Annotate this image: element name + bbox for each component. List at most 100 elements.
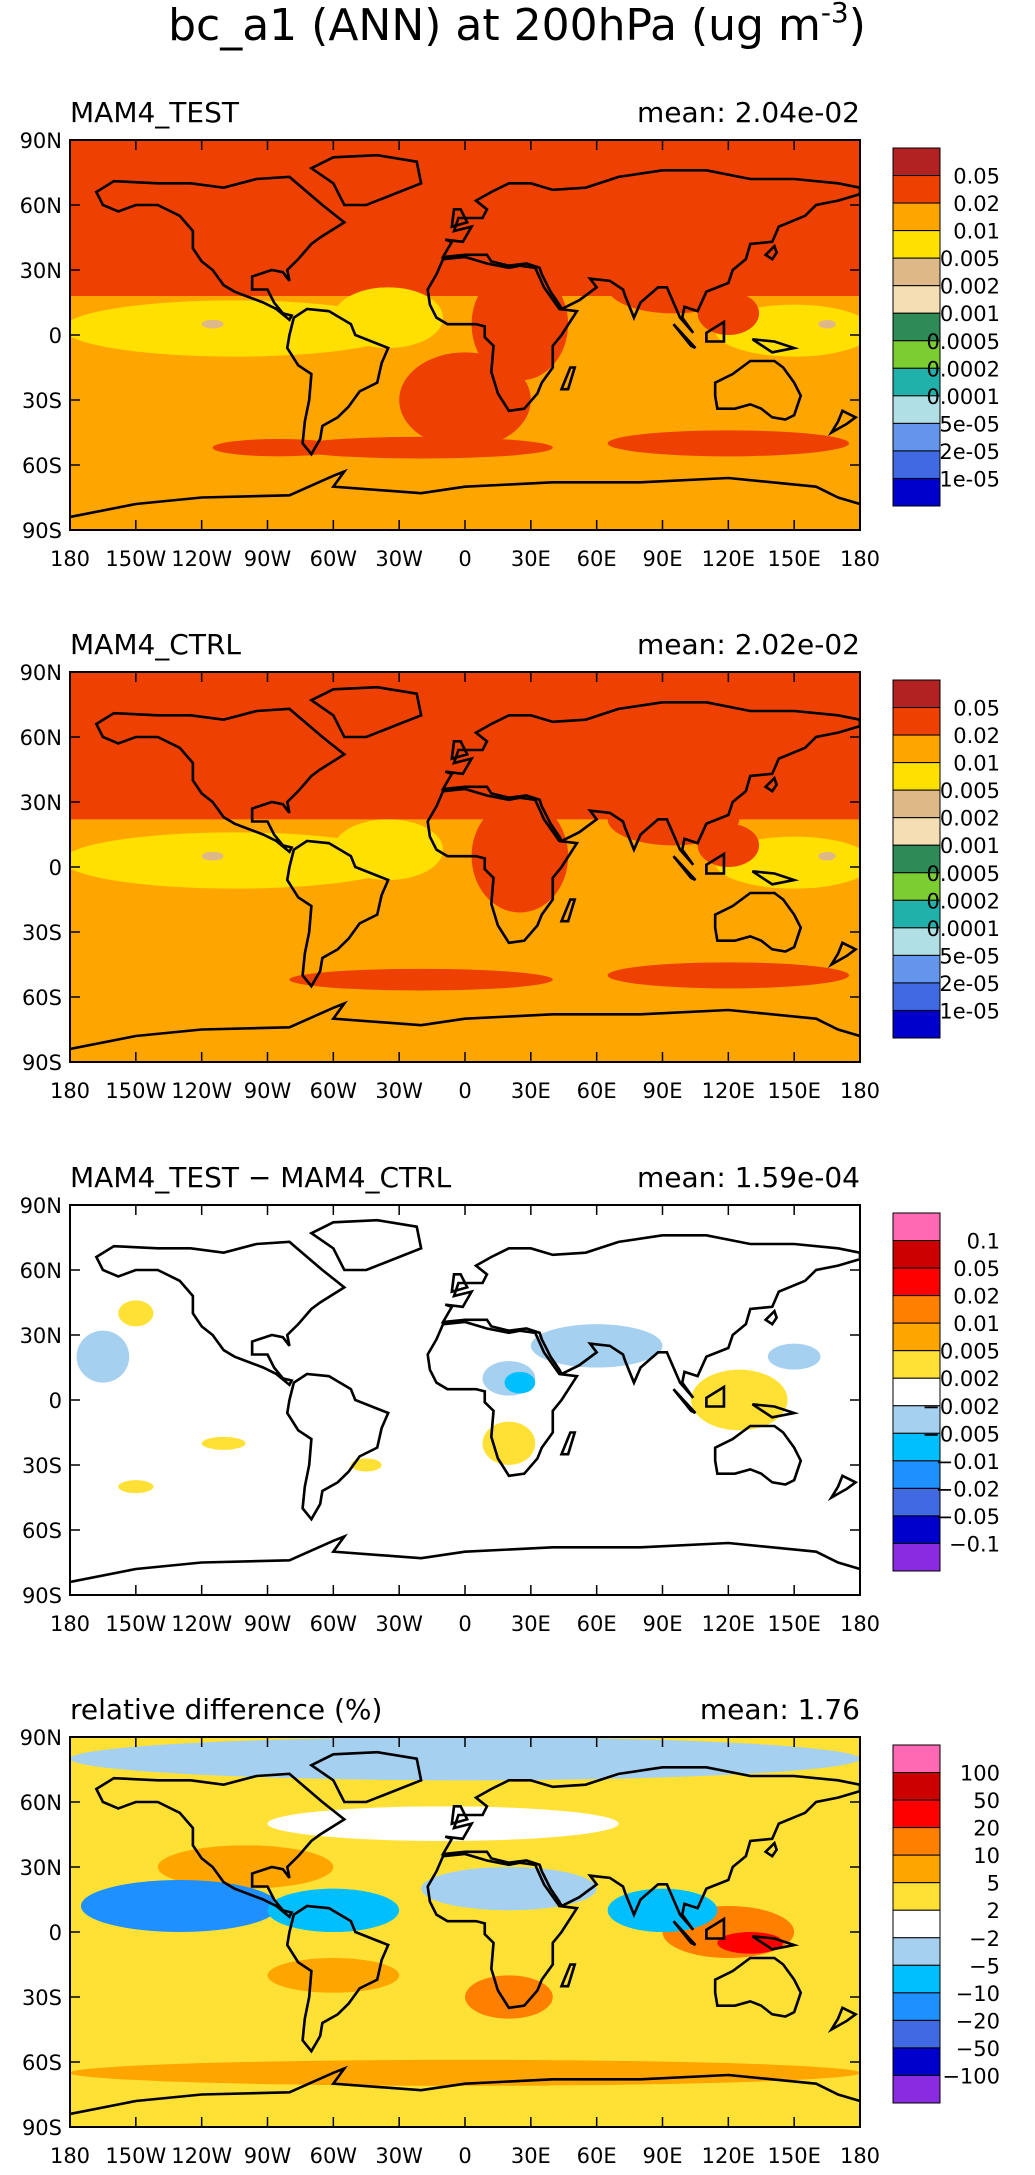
colorbar: 100 50 20 10 5 2 −2 −5 −10 −20 −50 −100 (892, 1744, 1000, 2104)
contour-region (471, 799, 569, 913)
colorbar-tick-label: −20 (956, 2009, 1000, 2033)
colorbar-swatch (892, 1515, 941, 1544)
contour-region (201, 319, 224, 329)
colorbar-tick-label: 5 (987, 1872, 1000, 1896)
lon-tick-label: 90E (643, 547, 683, 571)
colorbar-swatch (892, 1267, 941, 1297)
colorbar-tick-label: 2e-05 (939, 440, 1000, 464)
colorbar-tick-label: 20 (973, 1817, 1000, 1841)
lon-tick-label: 120E (702, 2144, 755, 2168)
field-band-north (70, 672, 860, 820)
lon-tick-label: 150W (105, 1079, 166, 1103)
contour-region (118, 1480, 154, 1494)
lat-tick-label: 30S (22, 921, 62, 945)
panel-ctrl: MAM4_CTRL mean: 2.02e-02 90N 60N 30N 0 30S 60S 9… (20, 628, 1000, 1103)
lat-tick-label: 90S (22, 519, 62, 543)
lon-tick-label: 150E (767, 547, 820, 571)
panel-label: MAM4_TEST − MAM4_CTRL (70, 1161, 452, 1194)
colorbar-tick-label: 0.0002 (927, 357, 1000, 381)
colorbar-tick-label: 2e-05 (939, 972, 1000, 996)
colorbar-tick-label: 0.001 (940, 834, 1000, 858)
colorbar-swatch (892, 1405, 941, 1434)
title-close: ) (849, 0, 866, 51)
lat-tick-label: 0 (49, 856, 62, 880)
lat-tick-label: 30S (22, 1986, 62, 2010)
colorbar-swatch (892, 927, 941, 956)
lat-tick-label: 60S (22, 454, 62, 478)
colorbar-tick-label: 0.0001 (927, 917, 1000, 941)
contour-region (289, 968, 553, 991)
colorbar-tick-label: 10 (973, 1844, 1000, 1868)
colorbar-tick-label: 0.1 (967, 1230, 1000, 1254)
lon-tick-label: 0 (458, 1079, 471, 1103)
colorbar-tick-label: 0.002 (940, 275, 1000, 299)
colorbar-swatch (892, 395, 941, 424)
lon-tick-label: 120W (171, 1612, 232, 1636)
lon-tick-label: 150W (105, 2144, 166, 2168)
contour-region (350, 1458, 382, 1472)
lon-tick-label: 120W (171, 2144, 232, 2168)
panel-mean: mean: 2.02e-02 (637, 628, 860, 661)
lon-tick-label: 30E (511, 1079, 551, 1103)
contour-region (691, 1369, 788, 1431)
contour-region (333, 819, 444, 881)
colorbar-tick-label: 2 (987, 1899, 1000, 1923)
colorbar-swatch (892, 734, 941, 764)
colorbar-tick-label: −0.1 (949, 1532, 1000, 1556)
colorbar-swatch (892, 2047, 941, 2076)
colorbar-tick-label: 0.01 (953, 1312, 1000, 1336)
colorbar-swatch (892, 1882, 941, 1911)
colorbar-swatch (892, 1295, 941, 1324)
lon-tick-label: 180 (50, 1079, 90, 1103)
colorbar-swatch (892, 1854, 941, 1884)
lat-tick-label: 0 (49, 1921, 62, 1945)
colorbar-swatch (892, 762, 941, 791)
colorbar-swatch (892, 954, 941, 984)
colorbar-swatch (892, 1487, 941, 1517)
panel-diff: MAM4_TEST − MAM4_CTRL mean: 1.59e-04 90N 60… (20, 1161, 1000, 1636)
contour-region (504, 1371, 536, 1394)
contour-region (70, 300, 406, 357)
contour-region (767, 1343, 821, 1370)
lon-tick-label: 0 (458, 547, 471, 571)
colorbar-swatch (892, 202, 941, 232)
lon-tick-label: 180 (840, 2144, 880, 2168)
lat-tick-label: 30N (20, 1856, 62, 1880)
colorbar-tick-label: 0.02 (953, 192, 1000, 216)
lat-tick-label: 60N (20, 726, 62, 750)
colorbar-swatch (892, 2019, 941, 2049)
colorbar-swatch (892, 285, 941, 314)
colorbar-tick-label: 0.005 (940, 1340, 1000, 1364)
title-main: bc_a1 (ANN) at 200hPa (ug m (168, 0, 821, 51)
colorbar-tick-label: 50 (973, 1789, 1000, 1813)
contour-region (201, 851, 224, 861)
lon-tick-label: 30W (375, 1079, 423, 1103)
map-field (70, 672, 860, 1062)
colorbar-tick-label: 1e-05 (939, 467, 1000, 491)
lon-tick-label: 90W (244, 1612, 292, 1636)
colorbar-tick-label: 0.002 (940, 807, 1000, 831)
lon-tick-label: 90W (244, 2144, 292, 2168)
colorbar-swatch (892, 1772, 941, 1801)
lon-tick-label: 60E (577, 1612, 617, 1636)
lat-tick-label: 60N (20, 1259, 62, 1283)
lon-tick-label: 120E (702, 547, 755, 571)
lon-tick-label: 30W (375, 547, 423, 571)
title-text: bc_a1 (ANN) at 200hPa (ug m-3) (168, 0, 866, 51)
contour-region (118, 1300, 154, 1327)
colorbar-tick-label: −2 (969, 1927, 1000, 1951)
colorbar-swatch (892, 982, 941, 1011)
colorbar-swatch (892, 1542, 941, 1572)
lon-tick-label: 30W (375, 1612, 423, 1636)
map-field (70, 1205, 860, 1595)
colorbar-swatch (892, 422, 941, 452)
colorbar-swatch (892, 367, 941, 397)
contour-region (607, 1888, 718, 1933)
contour-region (399, 352, 531, 448)
colorbar-swatch (892, 1909, 941, 1939)
contour-region (76, 1330, 130, 1383)
colorbar-swatch (892, 1460, 941, 1489)
colorbar-swatch (892, 2074, 941, 2104)
colorbar-tick-label: 0.005 (940, 247, 1000, 271)
colorbar-tick-label: 0.0002 (927, 889, 1000, 913)
